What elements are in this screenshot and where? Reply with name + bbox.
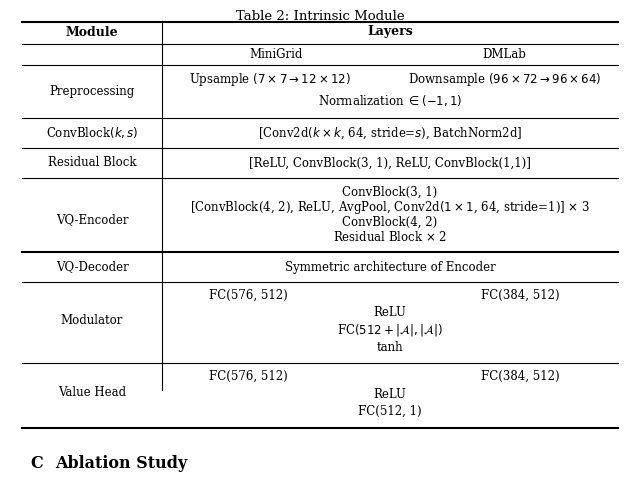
Text: Residual Block: Residual Block xyxy=(48,156,136,170)
Text: Table 2: Intrinsic Module: Table 2: Intrinsic Module xyxy=(236,10,404,23)
Text: FC(384, 512): FC(384, 512) xyxy=(481,369,559,383)
Text: Downsample $(96 \times 72 \rightarrow 96 \times 64)$: Downsample $(96 \times 72 \rightarrow 96… xyxy=(408,71,602,88)
Text: VQ-Decoder: VQ-Decoder xyxy=(56,261,129,273)
Text: Modulator: Modulator xyxy=(61,314,123,326)
Text: C: C xyxy=(30,455,43,472)
Text: ConvBlock$(k,s)$: ConvBlock$(k,s)$ xyxy=(45,125,138,141)
Text: Layers: Layers xyxy=(367,25,413,39)
Text: [Conv2d$(k \times k$, 64, stride=$s$), BatchNorm2d]: [Conv2d$(k \times k$, 64, stride=$s$), B… xyxy=(258,125,522,141)
Text: ReLU: ReLU xyxy=(374,307,406,319)
Text: [ConvBlock(4, 2), ReLU, AvgPool, Conv2d$(1 \times 1$, 64, stride=1)] $\times$ 3: [ConvBlock(4, 2), ReLU, AvgPool, Conv2d$… xyxy=(190,198,590,216)
Text: Upsample $(7 \times 7 \rightarrow 12 \times 12)$: Upsample $(7 \times 7 \rightarrow 12 \ti… xyxy=(189,71,351,88)
Text: FC$(512 + |\mathcal{A}|, |\mathcal{A}|)$: FC$(512 + |\mathcal{A}|, |\mathcal{A}|)$ xyxy=(337,322,443,338)
Text: Symmetric architecture of Encoder: Symmetric architecture of Encoder xyxy=(285,261,495,273)
Text: FC(384, 512): FC(384, 512) xyxy=(481,289,559,301)
Text: [ReLU, ConvBlock(3, 1), ReLU, ConvBlock(1,1)]: [ReLU, ConvBlock(3, 1), ReLU, ConvBlock(… xyxy=(249,156,531,170)
Text: Value Head: Value Head xyxy=(58,387,126,399)
Text: VQ-Encoder: VQ-Encoder xyxy=(56,214,128,226)
Text: FC(576, 512): FC(576, 512) xyxy=(209,369,287,383)
Text: Module: Module xyxy=(66,25,118,39)
Text: Normalization $\in (-1, 1)$: Normalization $\in (-1, 1)$ xyxy=(317,94,462,108)
Text: tanh: tanh xyxy=(377,341,403,353)
Text: ConvBlock(3, 1): ConvBlock(3, 1) xyxy=(342,186,438,198)
Text: ReLU: ReLU xyxy=(374,388,406,400)
Text: FC(576, 512): FC(576, 512) xyxy=(209,289,287,301)
Text: ConvBlock(4, 2): ConvBlock(4, 2) xyxy=(342,216,438,228)
Text: MiniGrid: MiniGrid xyxy=(250,48,303,60)
Text: Residual Block $\times$ 2: Residual Block $\times$ 2 xyxy=(333,230,447,244)
Text: DMLab: DMLab xyxy=(482,48,526,60)
Text: Preprocessing: Preprocessing xyxy=(49,84,134,98)
Text: Ablation Study: Ablation Study xyxy=(55,455,188,472)
Text: FC(512, 1): FC(512, 1) xyxy=(358,405,422,417)
